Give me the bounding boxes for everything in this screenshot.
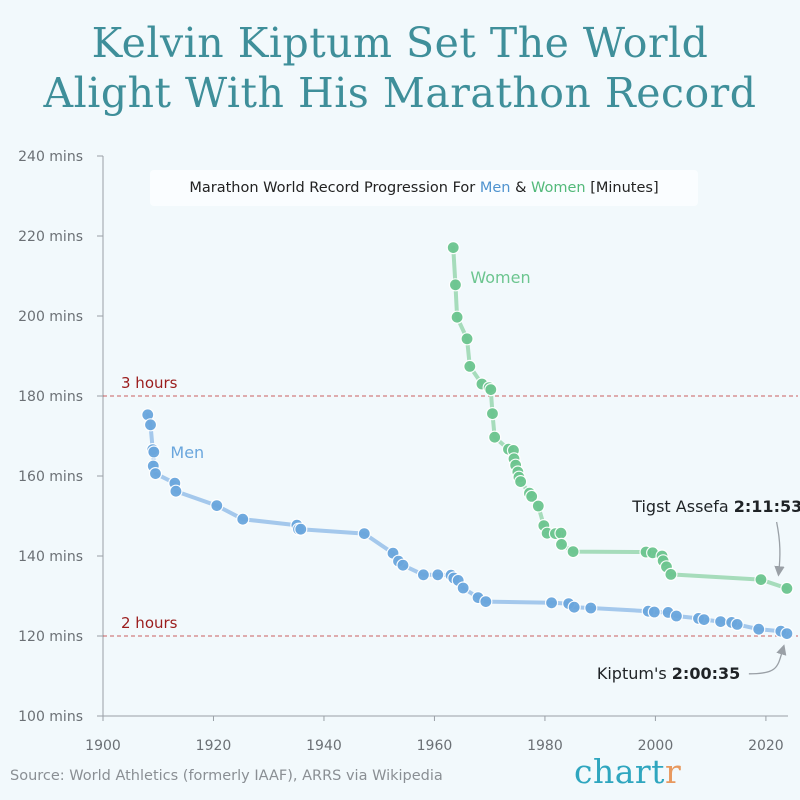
data-point-women	[514, 475, 528, 489]
reference-line-label: 2 hours	[121, 614, 178, 632]
x-tick-label: 2020	[748, 738, 784, 754]
data-point-men	[584, 601, 598, 615]
y-tick-label: 120 mins	[18, 629, 83, 645]
annotation-label: Women	[470, 268, 530, 287]
logo-accent: r	[664, 752, 682, 791]
annotation-label: Kiptum's 2:00:35	[597, 664, 740, 683]
data-point-women	[446, 241, 460, 255]
data-point-women	[780, 581, 794, 596]
chart-title: Kelvin Kiptum Set The World Alight With …	[0, 18, 800, 118]
y-tick-label: 140 mins	[18, 549, 83, 565]
data-point-men	[431, 568, 445, 582]
x-tick-label: 1980	[527, 738, 563, 754]
data-point-men	[236, 512, 250, 526]
x-tick-label: 1940	[306, 738, 342, 754]
y-tick-label: 240 mins	[18, 149, 83, 165]
data-point-women	[554, 537, 569, 552]
data-point-women	[463, 359, 477, 373]
annotation-time: 2:00:35	[672, 664, 740, 683]
y-tick-label: 220 mins	[18, 229, 83, 245]
data-point-women	[566, 544, 580, 559]
data-point-men	[416, 568, 431, 582]
data-point-men	[479, 594, 493, 609]
data-point-men	[169, 484, 183, 498]
y-tick-label: 160 mins	[18, 469, 83, 485]
data-point-men	[669, 609, 684, 623]
subtitle-amp: &	[510, 180, 532, 196]
data-point-men	[147, 445, 161, 459]
data-point-men	[456, 581, 470, 595]
data-point-men	[567, 600, 581, 614]
subtitle-prefix: Marathon World Record Progression For	[189, 180, 480, 196]
data-point-men	[210, 499, 224, 513]
data-point-men	[780, 626, 794, 641]
annotation-label: Tigst Assefa 2:11:53	[631, 497, 800, 516]
data-point-men	[148, 467, 163, 481]
logo-main: chart	[574, 752, 665, 791]
data-point-women	[488, 430, 502, 444]
annotation-time: 2:11:53	[734, 497, 800, 516]
chartr-logo: chartr	[574, 752, 681, 791]
data-point-men	[730, 617, 744, 632]
annotation-prefix: Tigst Assefa	[631, 497, 734, 516]
data-point-women	[554, 526, 568, 540]
data-point-men	[357, 526, 371, 541]
data-point-men	[697, 612, 711, 627]
data-point-men	[396, 558, 410, 572]
data-point-men	[544, 596, 559, 610]
data-point-women	[531, 499, 545, 513]
x-tick-label: 1960	[417, 738, 453, 754]
data-point-men	[143, 418, 158, 432]
chart-title-line-2: Alight With His Marathon Record	[43, 69, 757, 117]
y-tick-label: 200 mins	[18, 309, 83, 325]
data-point-men	[294, 522, 308, 536]
annotation-label: Men	[170, 443, 204, 462]
subtitle-women: Women	[531, 180, 586, 196]
series-line-women	[451, 245, 789, 591]
y-tick-label: 100 mins	[18, 709, 83, 725]
data-point-women	[485, 407, 500, 421]
reference-line-label: 3 hours	[121, 374, 178, 392]
chart-title-line-1: Kelvin Kiptum Set The World	[91, 19, 709, 67]
data-point-women	[525, 489, 539, 503]
annotation-arrow	[774, 521, 785, 577]
chart-subtitle: Marathon World Record Progression For Me…	[150, 170, 698, 206]
x-tick-label: 2000	[638, 738, 674, 754]
annotation-arrow	[748, 644, 787, 675]
data-point-men	[714, 614, 728, 629]
data-point-women	[450, 310, 464, 324]
data-point-women	[664, 567, 678, 582]
data-point-women	[448, 278, 463, 292]
y-tick-label: 180 mins	[18, 389, 83, 405]
data-point-women	[754, 572, 768, 587]
subtitle-suffix: [Minutes]	[585, 180, 659, 196]
data-point-women	[460, 332, 474, 346]
x-tick-label: 1900	[85, 738, 121, 754]
data-point-men	[752, 622, 766, 636]
data-point-men	[647, 605, 661, 619]
data-point-women	[484, 383, 498, 397]
source-note: Source: World Athletics (formerly IAAF),…	[10, 768, 443, 784]
annotation-prefix: Kiptum's	[597, 664, 672, 683]
subtitle-men: Men	[479, 180, 511, 196]
x-tick-label: 1920	[196, 738, 232, 754]
